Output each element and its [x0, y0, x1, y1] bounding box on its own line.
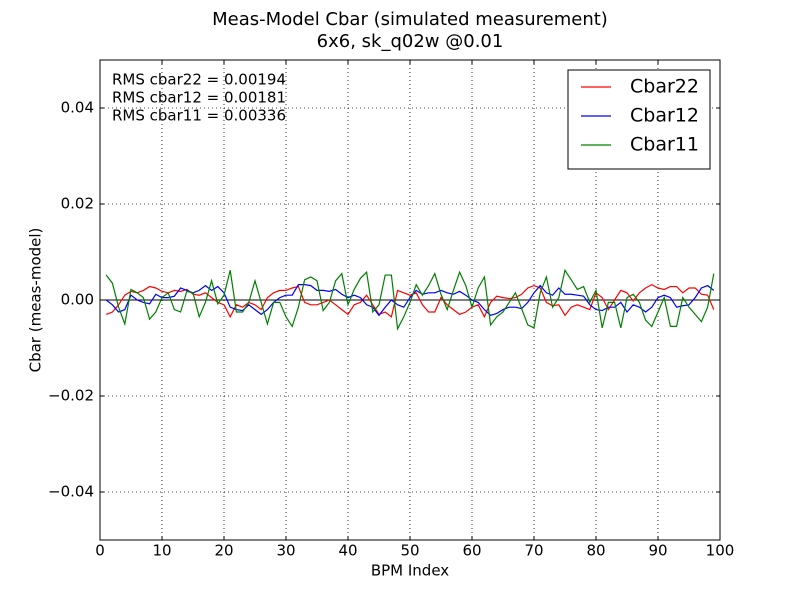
- x-tick-label: 70: [524, 542, 543, 560]
- series-line: [105, 268, 715, 331]
- y-tick-label: −0.02: [48, 387, 94, 405]
- x-tick-label: 90: [648, 542, 667, 560]
- annotation: RMS cbar11 = 0.00336: [112, 107, 286, 125]
- annotation: RMS cbar22 = 0.00194: [112, 71, 286, 89]
- x-tick-label: 100: [706, 542, 735, 560]
- legend-label: Cbar22: [630, 76, 699, 98]
- x-tick-label: 80: [586, 542, 605, 560]
- x-tick-label: 50: [400, 542, 419, 560]
- x-tick-label: 30: [276, 542, 295, 560]
- chart-title: Meas-Model Cbar (simulated measurement): [212, 9, 608, 30]
- legend-label: Cbar11: [630, 134, 699, 156]
- x-tick-label: 0: [95, 542, 105, 560]
- x-axis-label: BPM Index: [371, 562, 449, 580]
- legend-label: Cbar12: [630, 105, 699, 127]
- annotation: RMS cbar12 = 0.00181: [112, 89, 286, 107]
- y-tick-label: 0.04: [61, 99, 94, 117]
- series-line: [105, 284, 715, 317]
- chart-subtitle: 6x6, sk_q02w @0.01: [317, 31, 504, 52]
- x-tick-label: 60: [462, 542, 481, 560]
- plot-frame: [99, 59, 721, 541]
- y-axis-label: Cbar (meas-model): [27, 228, 45, 373]
- x-tick-label: 10: [152, 542, 171, 560]
- y-tick-label: −0.04: [48, 483, 94, 501]
- x-tick-label: 20: [214, 542, 233, 560]
- y-tick-label: 0.00: [61, 291, 94, 309]
- x-tick-label: 40: [338, 542, 357, 560]
- y-tick-label: 0.02: [61, 195, 94, 213]
